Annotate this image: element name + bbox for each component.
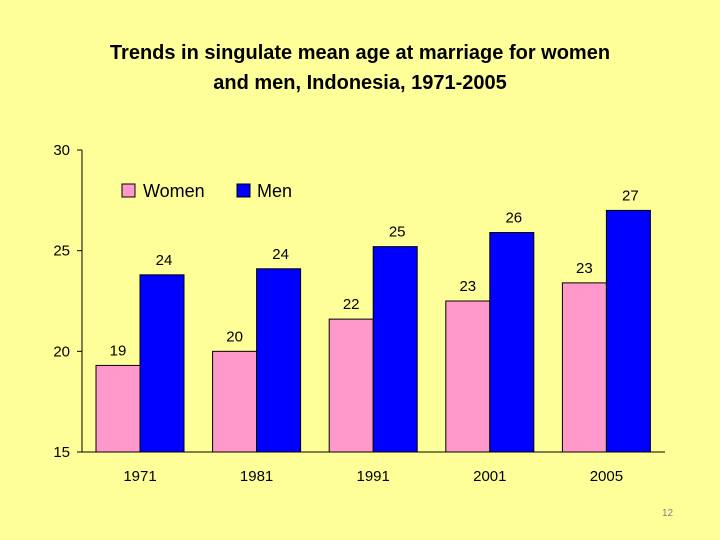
x-tick-label: 2001 xyxy=(473,468,506,485)
bar-women-2001 xyxy=(445,300,491,453)
bar-men-2005 xyxy=(605,209,651,453)
bar-men-1971 xyxy=(139,274,185,453)
y-tick-label: 25 xyxy=(53,243,70,260)
legend-label-women: Women xyxy=(143,181,205,201)
bar-women-1991 xyxy=(328,318,374,453)
legend-swatch-women xyxy=(121,183,136,198)
data-label-women-1971: 19 xyxy=(110,342,127,359)
data-label-women-2005: 23 xyxy=(576,260,593,277)
bar-women-1971 xyxy=(95,364,141,453)
data-label-men-1971: 24 xyxy=(156,252,173,269)
y-tick-label: 15 xyxy=(53,444,70,461)
legend-label-men: Men xyxy=(257,181,292,201)
x-tick-label: 1981 xyxy=(240,468,273,485)
x-tick-label: 1971 xyxy=(123,468,156,485)
data-label-women-1991: 22 xyxy=(343,296,360,313)
x-tick-label: 2005 xyxy=(590,468,623,485)
data-label-men-1981: 24 xyxy=(272,246,289,263)
y-tick-label: 20 xyxy=(53,343,70,360)
bar-men-1991 xyxy=(372,246,418,453)
bar-women-2005 xyxy=(561,282,607,453)
bar-men-1981 xyxy=(256,268,302,453)
chart-title-line1: Trends in singulate mean age at marriage… xyxy=(109,42,611,64)
data-label-women-2001: 23 xyxy=(459,278,476,295)
data-label-men-2001: 26 xyxy=(505,210,522,227)
legend-swatch-men xyxy=(236,183,251,198)
bar-men-2001 xyxy=(489,232,535,453)
data-label-women-1981: 20 xyxy=(226,328,243,345)
chart-title-line2: and men, Indonesia, 1971-2005 xyxy=(213,72,507,94)
data-label-men-1991: 25 xyxy=(389,224,406,241)
x-tick-label: 1991 xyxy=(357,468,390,485)
y-tick-label: 30 xyxy=(53,142,70,159)
slide-number: 12 xyxy=(662,508,674,519)
chart-title: Trends in singulate mean age at marriage… xyxy=(0,38,720,98)
bar-women-1981 xyxy=(212,350,258,453)
data-label-men-2005: 27 xyxy=(622,187,639,204)
